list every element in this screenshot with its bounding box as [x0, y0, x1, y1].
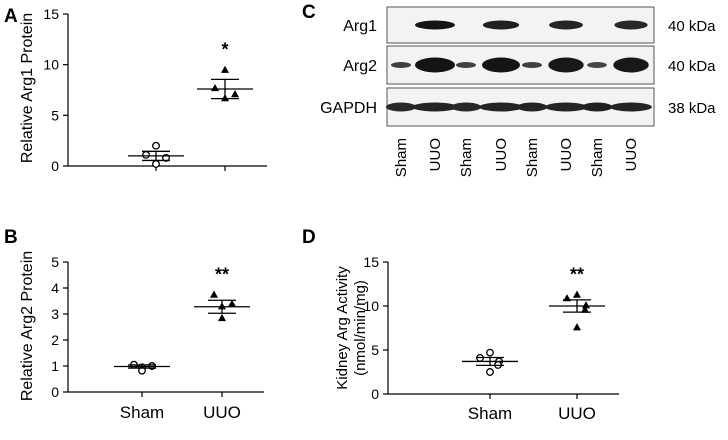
chart-arg1-protein: 0 5 10 15 Relative Arg1 Protein *: [19, 6, 267, 174]
x-tick-label: UUO: [203, 403, 241, 422]
data-point-uuo: [210, 290, 218, 298]
blot-band: [479, 102, 523, 112]
blot-size-label: 38 kDa: [668, 100, 716, 117]
blot-lane-label: UUO: [493, 138, 510, 171]
y-tick-label: 10: [363, 298, 379, 314]
blot-band: [613, 57, 649, 73]
blot-band: [482, 20, 520, 30]
x-tick-label: UUO: [558, 404, 596, 423]
blot-lane-label: Sham: [524, 138, 541, 177]
blot-band: [450, 102, 482, 112]
blot-size-label: 40 kDa: [668, 58, 716, 75]
blot-lane-label: UUO: [427, 138, 444, 171]
y-tick-label: 15: [43, 6, 59, 22]
y-tick-label: 5: [51, 254, 59, 270]
blot-band: [482, 57, 520, 73]
blot-row-label: Arg2: [343, 58, 377, 75]
blot-lane-label: UUO: [558, 138, 575, 171]
blot-band: [516, 102, 548, 112]
blot-band: [614, 20, 648, 30]
x-tick-label: Sham: [468, 404, 512, 423]
y-axis-title: Kidney Arg Activity: [334, 266, 351, 390]
y-tick-label: 1: [51, 358, 59, 374]
data-point-uuo: [228, 299, 236, 307]
blot-band: [548, 57, 584, 73]
blot-band: [415, 57, 455, 73]
data-point-uuo: [582, 301, 590, 309]
y-axis-title: Relative Arg1 Protein: [19, 13, 36, 163]
panel-letter-a: A: [4, 6, 18, 27]
blot-band: [521, 62, 543, 68]
data-point-sham: [486, 348, 494, 357]
blot-band: [385, 102, 417, 112]
x-tick-label: Sham: [120, 403, 164, 422]
y-tick-label: 3: [51, 306, 59, 322]
blot-lane-label: Sham: [458, 138, 475, 177]
panel-letter-c: C: [302, 2, 316, 23]
significance-marker: **: [570, 265, 584, 285]
blot-band: [412, 102, 458, 112]
data-point-uuo: [221, 65, 229, 73]
y-tick-label: 4: [51, 280, 59, 296]
data-point-sham: [142, 150, 150, 159]
significance-marker: *: [221, 40, 228, 60]
blot-band: [455, 62, 477, 68]
data-point-uuo: [581, 305, 589, 313]
y-tick-label: 5: [371, 342, 379, 358]
y-tick-label: 2: [51, 332, 59, 348]
blot-row-label: GAPDH: [320, 100, 377, 117]
blot-lane-label: Sham: [589, 138, 606, 177]
blot-size-label: 40 kDa: [668, 18, 716, 35]
chart-arg2-protein: 0 1 2 3 4 5 Sham UUO Relative Arg2 Protein **: [19, 251, 264, 422]
data-point-uuo: [218, 313, 226, 322]
chart-kidney-arg-activity: 0 5 10 15 Sham UUO Kidney Arg Activity (nmol/mi…: [334, 254, 619, 423]
blot-lane-label: Sham: [393, 138, 410, 177]
data-point-sham: [152, 141, 160, 150]
data-point-uuo: [211, 83, 219, 92]
y-tick-label: 0: [371, 386, 379, 402]
y-tick-label: 0: [51, 384, 59, 400]
panel-letter-d: D: [302, 227, 316, 248]
blot-band: [549, 20, 583, 30]
y-tick-label: 10: [43, 57, 59, 73]
western-blot: Arg1 40 kDa Arg2 40 kDa GAPDH 38 kDa Sham UUO Sh…: [320, 6, 716, 177]
y-axis-units: (nmol/min/mg): [352, 280, 369, 376]
panel-letter-b: B: [4, 227, 18, 248]
y-tick-label: 0: [51, 158, 59, 174]
data-point-uuo: [573, 323, 581, 331]
y-tick-label: 15: [363, 254, 379, 270]
blot-band: [390, 62, 412, 68]
blot-band: [587, 62, 607, 68]
blot-row-label: Arg1: [343, 18, 377, 35]
blot-band: [581, 102, 613, 112]
data-point-uuo: [231, 90, 239, 98]
blot-lane-label: UUO: [623, 138, 640, 171]
data-point-sham: [152, 160, 160, 168]
blot-band: [415, 20, 455, 30]
y-tick-label: 5: [51, 107, 59, 123]
blot-band: [545, 102, 587, 112]
data-point-sham: [486, 368, 494, 376]
significance-marker: **: [215, 265, 229, 285]
y-axis-title: Relative Arg2 Protein: [19, 251, 36, 401]
blot-band: [610, 102, 652, 112]
data-point-uuo: [573, 290, 581, 298]
